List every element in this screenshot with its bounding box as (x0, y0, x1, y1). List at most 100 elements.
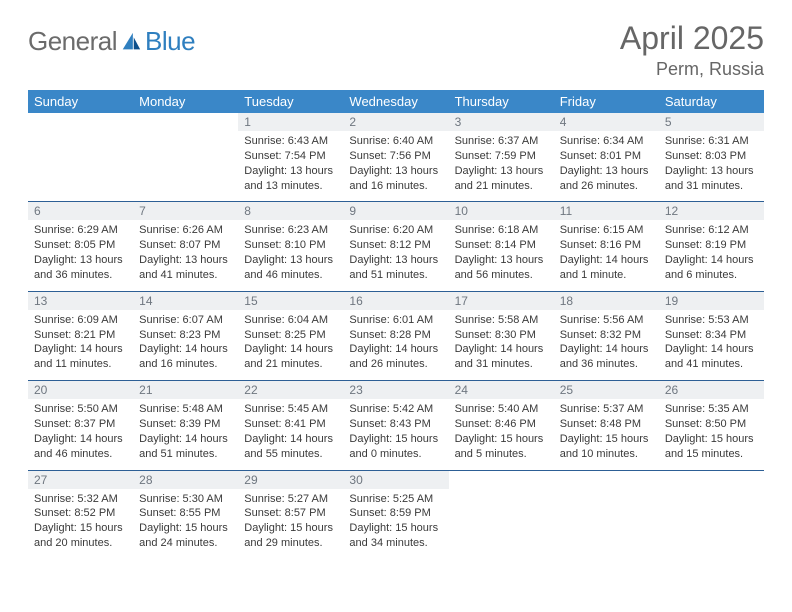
day-number: 30 (343, 471, 448, 489)
day-number: 22 (238, 381, 343, 399)
day-details: Sunrise: 5:32 AMSunset: 8:52 PMDaylight:… (28, 489, 133, 559)
calendar-day-cell: 14Sunrise: 6:07 AMSunset: 8:23 PMDayligh… (133, 291, 238, 380)
calendar-week-row: 6Sunrise: 6:29 AMSunset: 8:05 PMDaylight… (28, 202, 764, 291)
day-details: Sunrise: 5:25 AMSunset: 8:59 PMDaylight:… (343, 489, 448, 559)
logo-text-general: General (28, 26, 117, 57)
day-number: 5 (659, 113, 764, 131)
day-details: Sunrise: 6:40 AMSunset: 7:56 PMDaylight:… (343, 131, 448, 201)
day-number: 26 (659, 381, 764, 399)
day-number: 2 (343, 113, 448, 131)
calendar-week-row: 13Sunrise: 6:09 AMSunset: 8:21 PMDayligh… (28, 291, 764, 380)
day-details: Sunrise: 5:58 AMSunset: 8:30 PMDaylight:… (449, 310, 554, 380)
day-number: 4 (554, 113, 659, 131)
calendar-day-cell: 27Sunrise: 5:32 AMSunset: 8:52 PMDayligh… (28, 470, 133, 559)
day-details: Sunrise: 5:37 AMSunset: 8:48 PMDaylight:… (554, 399, 659, 469)
day-details: Sunrise: 6:09 AMSunset: 8:21 PMDaylight:… (28, 310, 133, 380)
day-number: 10 (449, 202, 554, 220)
calendar-day-cell: 11Sunrise: 6:15 AMSunset: 8:16 PMDayligh… (554, 202, 659, 291)
calendar-day-cell: 17Sunrise: 5:58 AMSunset: 8:30 PMDayligh… (449, 291, 554, 380)
day-number: 29 (238, 471, 343, 489)
calendar-day-cell: 4Sunrise: 6:34 AMSunset: 8:01 PMDaylight… (554, 113, 659, 202)
weekday-header: Monday (133, 90, 238, 113)
day-number: 7 (133, 202, 238, 220)
day-details: Sunrise: 6:34 AMSunset: 8:01 PMDaylight:… (554, 131, 659, 201)
day-number: 28 (133, 471, 238, 489)
calendar-table: Sunday Monday Tuesday Wednesday Thursday… (28, 90, 764, 559)
calendar-day-cell: 6Sunrise: 6:29 AMSunset: 8:05 PMDaylight… (28, 202, 133, 291)
calendar-day-cell: 15Sunrise: 6:04 AMSunset: 8:25 PMDayligh… (238, 291, 343, 380)
calendar-day-cell: 7Sunrise: 6:26 AMSunset: 8:07 PMDaylight… (133, 202, 238, 291)
calendar-day-cell: 25Sunrise: 5:37 AMSunset: 8:48 PMDayligh… (554, 381, 659, 470)
day-number: 20 (28, 381, 133, 399)
day-details: Sunrise: 6:12 AMSunset: 8:19 PMDaylight:… (659, 220, 764, 290)
header-bar: General Blue April 2025 Perm, Russia (28, 20, 764, 80)
day-details: Sunrise: 6:31 AMSunset: 8:03 PMDaylight:… (659, 131, 764, 201)
day-details: Sunrise: 5:48 AMSunset: 8:39 PMDaylight:… (133, 399, 238, 469)
calendar-day-cell: 26Sunrise: 5:35 AMSunset: 8:50 PMDayligh… (659, 381, 764, 470)
logo-sail-icon (120, 31, 142, 53)
calendar-day-cell: 13Sunrise: 6:09 AMSunset: 8:21 PMDayligh… (28, 291, 133, 380)
day-details: Sunrise: 6:26 AMSunset: 8:07 PMDaylight:… (133, 220, 238, 290)
day-details: Sunrise: 5:53 AMSunset: 8:34 PMDaylight:… (659, 310, 764, 380)
day-number: 12 (659, 202, 764, 220)
day-number: 19 (659, 292, 764, 310)
calendar-day-cell: 9Sunrise: 6:20 AMSunset: 8:12 PMDaylight… (343, 202, 448, 291)
day-details: Sunrise: 5:40 AMSunset: 8:46 PMDaylight:… (449, 399, 554, 469)
calendar-day-cell: 3Sunrise: 6:37 AMSunset: 7:59 PMDaylight… (449, 113, 554, 202)
calendar-empty-cell (449, 470, 554, 559)
day-number: 15 (238, 292, 343, 310)
calendar-day-cell: 23Sunrise: 5:42 AMSunset: 8:43 PMDayligh… (343, 381, 448, 470)
weekday-header: Sunday (28, 90, 133, 113)
day-details: Sunrise: 6:07 AMSunset: 8:23 PMDaylight:… (133, 310, 238, 380)
calendar-day-cell: 8Sunrise: 6:23 AMSunset: 8:10 PMDaylight… (238, 202, 343, 291)
day-number: 21 (133, 381, 238, 399)
day-number: 6 (28, 202, 133, 220)
day-details: Sunrise: 6:43 AMSunset: 7:54 PMDaylight:… (238, 131, 343, 201)
day-details: Sunrise: 6:37 AMSunset: 7:59 PMDaylight:… (449, 131, 554, 201)
weekday-header: Thursday (449, 90, 554, 113)
weekday-header: Wednesday (343, 90, 448, 113)
calendar-day-cell: 28Sunrise: 5:30 AMSunset: 8:55 PMDayligh… (133, 470, 238, 559)
calendar-empty-cell (133, 113, 238, 202)
day-details: Sunrise: 5:30 AMSunset: 8:55 PMDaylight:… (133, 489, 238, 559)
day-number: 27 (28, 471, 133, 489)
calendar-day-cell: 20Sunrise: 5:50 AMSunset: 8:37 PMDayligh… (28, 381, 133, 470)
logo: General Blue (28, 26, 195, 57)
day-number: 9 (343, 202, 448, 220)
day-number: 14 (133, 292, 238, 310)
day-details: Sunrise: 6:23 AMSunset: 8:10 PMDaylight:… (238, 220, 343, 290)
calendar-day-cell: 2Sunrise: 6:40 AMSunset: 7:56 PMDaylight… (343, 113, 448, 202)
day-number: 23 (343, 381, 448, 399)
day-details: Sunrise: 5:50 AMSunset: 8:37 PMDaylight:… (28, 399, 133, 469)
day-number: 17 (449, 292, 554, 310)
day-details: Sunrise: 5:35 AMSunset: 8:50 PMDaylight:… (659, 399, 764, 469)
weekday-header: Tuesday (238, 90, 343, 113)
calendar-empty-cell (659, 470, 764, 559)
day-details: Sunrise: 6:18 AMSunset: 8:14 PMDaylight:… (449, 220, 554, 290)
calendar-empty-cell (554, 470, 659, 559)
weekday-header-row: Sunday Monday Tuesday Wednesday Thursday… (28, 90, 764, 113)
calendar-day-cell: 16Sunrise: 6:01 AMSunset: 8:28 PMDayligh… (343, 291, 448, 380)
day-number: 8 (238, 202, 343, 220)
day-details: Sunrise: 5:27 AMSunset: 8:57 PMDaylight:… (238, 489, 343, 559)
day-details: Sunrise: 6:04 AMSunset: 8:25 PMDaylight:… (238, 310, 343, 380)
calendar-week-row: 27Sunrise: 5:32 AMSunset: 8:52 PMDayligh… (28, 470, 764, 559)
calendar-week-row: 20Sunrise: 5:50 AMSunset: 8:37 PMDayligh… (28, 381, 764, 470)
day-details: Sunrise: 6:01 AMSunset: 8:28 PMDaylight:… (343, 310, 448, 380)
day-number: 11 (554, 202, 659, 220)
calendar-day-cell: 5Sunrise: 6:31 AMSunset: 8:03 PMDaylight… (659, 113, 764, 202)
calendar-day-cell: 12Sunrise: 6:12 AMSunset: 8:19 PMDayligh… (659, 202, 764, 291)
day-number: 16 (343, 292, 448, 310)
weekday-header: Friday (554, 90, 659, 113)
weekday-header: Saturday (659, 90, 764, 113)
day-details: Sunrise: 5:56 AMSunset: 8:32 PMDaylight:… (554, 310, 659, 380)
calendar-empty-cell (28, 113, 133, 202)
day-number: 1 (238, 113, 343, 131)
calendar-day-cell: 1Sunrise: 6:43 AMSunset: 7:54 PMDaylight… (238, 113, 343, 202)
calendar-day-cell: 21Sunrise: 5:48 AMSunset: 8:39 PMDayligh… (133, 381, 238, 470)
day-details: Sunrise: 6:20 AMSunset: 8:12 PMDaylight:… (343, 220, 448, 290)
logo-text-blue: Blue (145, 26, 195, 57)
day-number: 13 (28, 292, 133, 310)
calendar-day-cell: 10Sunrise: 6:18 AMSunset: 8:14 PMDayligh… (449, 202, 554, 291)
calendar-day-cell: 30Sunrise: 5:25 AMSunset: 8:59 PMDayligh… (343, 470, 448, 559)
